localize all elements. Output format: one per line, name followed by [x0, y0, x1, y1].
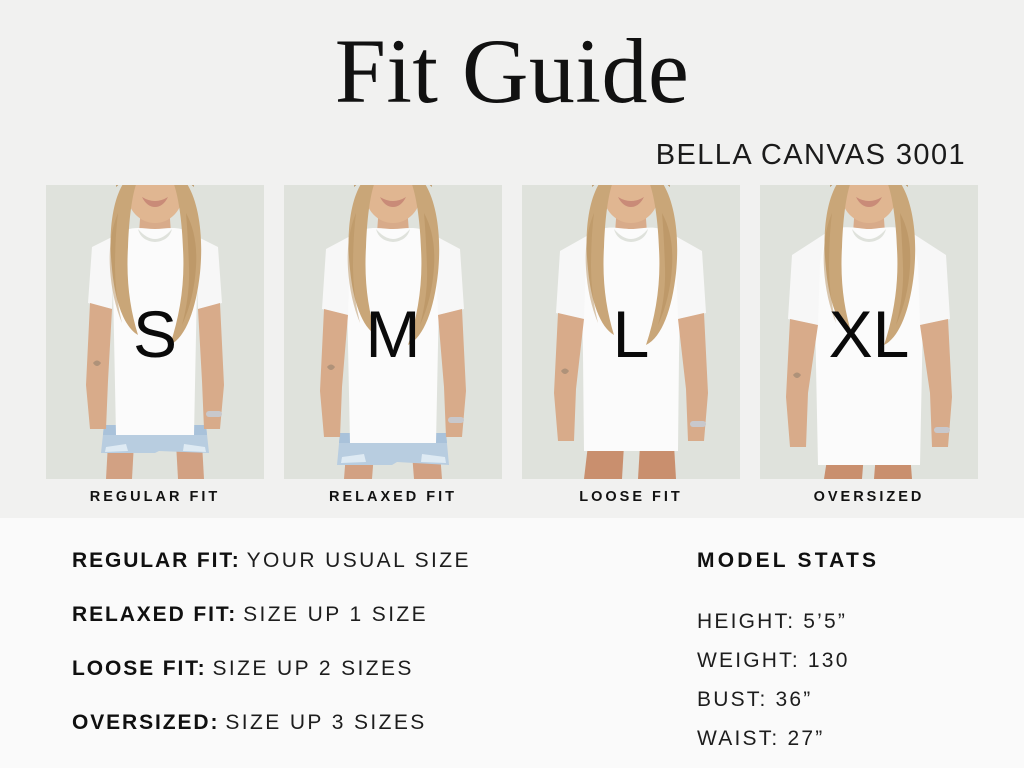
- page-title: Fit Guide: [334, 20, 690, 122]
- photo-card-oversized[interactable]: XL: [760, 185, 978, 479]
- fit-legend-row-oversized: OVERSIZED: SIZE UP 3 SIZES: [72, 710, 632, 764]
- model-stat-bust: BUST: 36”: [697, 688, 813, 711]
- model-stat-waist: WAIST: 27”: [697, 727, 825, 750]
- photo-card-regular[interactable]: S: [46, 185, 264, 479]
- fit-legend-value-regular: YOUR USUAL SIZE: [246, 549, 471, 572]
- model-stat-weight: WEIGHT: 130: [697, 649, 850, 672]
- photo-card-relaxed[interactable]: M: [284, 185, 502, 479]
- photo-card-loose[interactable]: L: [522, 185, 740, 479]
- fit-legend-row-relaxed: RELAXED FIT: SIZE UP 1 SIZE: [72, 602, 632, 656]
- fit-legend-label-loose: LOOSE FIT:: [72, 657, 207, 680]
- fit-legend-value-loose: SIZE UP 2 SIZES: [212, 657, 414, 680]
- product-subtitle: BELLA CANVAS 3001: [655, 139, 966, 171]
- model-photo-relaxed: [284, 185, 502, 479]
- model-illustration-oversized: [760, 185, 978, 479]
- model-photo-regular: [46, 185, 264, 479]
- size-letter-regular: S: [132, 297, 178, 371]
- model-stats-heading: MODEL STATS: [697, 549, 880, 572]
- caption-oversized: OVERSIZED: [813, 489, 925, 505]
- model-illustration-loose: [522, 185, 740, 479]
- model-stats-block: MODEL STATS HEIGHT: 5’5” WEIGHT: 130 BUS…: [697, 548, 997, 758]
- fit-legend-label-regular: REGULAR FIT:: [72, 549, 241, 572]
- caption-relaxed: RELAXED FIT: [328, 489, 458, 505]
- model-illustration-relaxed: [284, 185, 502, 479]
- size-letter-relaxed: M: [365, 297, 421, 371]
- model-stat-height: HEIGHT: 5’5”: [697, 610, 848, 633]
- model-photo-oversized: [760, 185, 978, 479]
- fit-legend-row-loose: LOOSE FIT: SIZE UP 2 SIZES: [72, 656, 632, 710]
- size-letter-loose: L: [612, 297, 650, 371]
- caption-loose: LOOSE FIT: [579, 489, 683, 505]
- fit-legend-value-relaxed: SIZE UP 1 SIZE: [243, 603, 429, 626]
- size-letter-oversized: XL: [828, 297, 910, 371]
- caption-regular: REGULAR FIT: [89, 489, 221, 505]
- caption-row: REGULAR FIT RELAXED FIT LOOSE FIT OVERSI…: [46, 487, 978, 511]
- model-illustration-regular: [46, 185, 264, 479]
- model-photo-loose: [522, 185, 740, 479]
- fit-legend-label-oversized: OVERSIZED:: [72, 711, 220, 734]
- fit-legend-value-oversized: SIZE UP 3 SIZES: [225, 711, 427, 734]
- fit-legend-label-relaxed: RELAXED FIT:: [72, 603, 238, 626]
- fit-legend-list: REGULAR FIT: YOUR USUAL SIZE RELAXED FIT:…: [72, 548, 632, 764]
- photo-strip: S: [46, 185, 978, 479]
- fit-legend-row-regular: REGULAR FIT: YOUR USUAL SIZE: [72, 548, 632, 602]
- bottom-section-background: [0, 518, 1024, 768]
